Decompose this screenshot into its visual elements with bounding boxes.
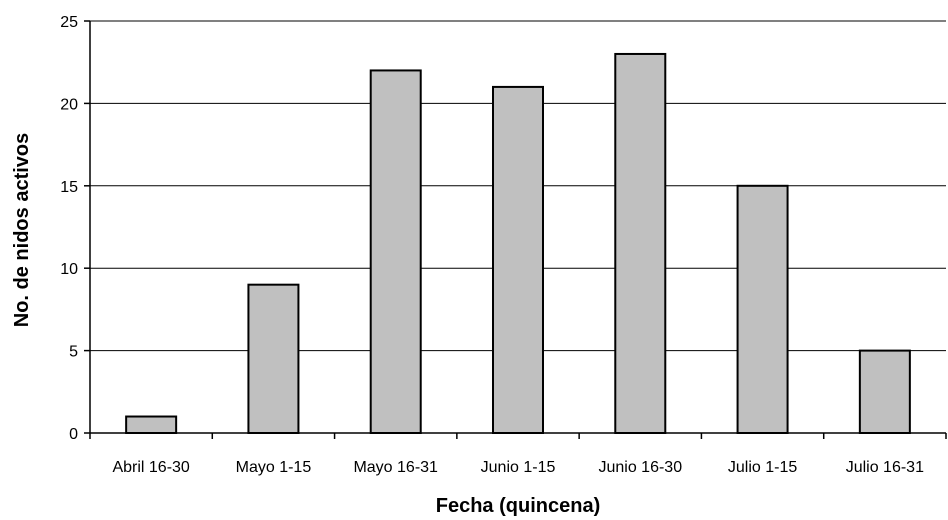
y-tick-label: 15 — [60, 179, 78, 196]
bar — [858, 349, 911, 435]
x-axis-title: Fecha (quincena) — [436, 495, 600, 517]
y-tick-label: 10 — [60, 261, 78, 278]
x-tick-label: Mayo 1-15 — [236, 459, 312, 476]
y-tick-label: 5 — [69, 344, 78, 361]
y-tick-label: 0 — [69, 426, 78, 443]
y-tick-label: 25 — [60, 14, 78, 31]
x-tick-label: Abril 16-30 — [112, 459, 189, 476]
bar — [247, 283, 300, 434]
x-tick-label: Junio 1-15 — [481, 459, 556, 476]
axes — [84, 20, 947, 439]
x-tick-label: Julio 16-31 — [846, 459, 924, 476]
x-tick-label: Junio 16-30 — [598, 459, 682, 476]
x-tick-label: Julio 1-15 — [728, 459, 797, 476]
x-tick-label: Mayo 16-31 — [353, 459, 438, 476]
y-tick-labels: 0 5 10 15 20 25 — [60, 14, 78, 443]
bar — [492, 85, 544, 434]
y-tick-label: 20 — [60, 96, 78, 113]
y-axis-title: No. de nidos activos — [11, 133, 33, 327]
bars — [125, 52, 911, 435]
bar — [614, 52, 667, 435]
x-tick-labels: Abril 16-30 Mayo 1-15 Mayo 16-31 Junio 1-15… — [112, 459, 924, 476]
bar — [125, 415, 178, 434]
bar — [736, 184, 789, 434]
bar — [369, 69, 422, 434]
